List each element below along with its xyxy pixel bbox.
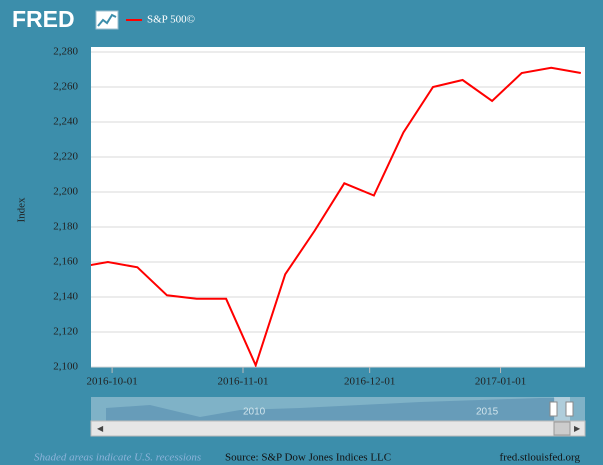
line-series bbox=[91, 66, 581, 367]
x-tick-label: 2017-01-01 bbox=[475, 376, 526, 388]
y-tick-label: 2,160 bbox=[53, 256, 78, 268]
svg-text:▶: ▶ bbox=[574, 424, 581, 433]
navigator-label: 2015 bbox=[476, 407, 499, 418]
y-tick-label: 2,100 bbox=[53, 361, 78, 373]
x-tick-label: 2016-12-01 bbox=[344, 376, 395, 388]
x-tick-label: 2016-10-01 bbox=[86, 376, 137, 388]
plot-area bbox=[91, 47, 585, 367]
y-tick-label: 2,180 bbox=[53, 221, 78, 233]
y-tick-label: 2,200 bbox=[53, 186, 78, 198]
url: fred.stlouisfed.org bbox=[500, 452, 581, 464]
navigator-label: 2010 bbox=[243, 407, 266, 418]
y-tick-label: 2,140 bbox=[53, 291, 78, 303]
y-tick-label: 2,240 bbox=[53, 116, 78, 128]
y-tick-label: 2,120 bbox=[53, 326, 78, 338]
logo: FRED bbox=[12, 6, 75, 32]
svg-text:◀: ◀ bbox=[97, 424, 104, 433]
y-tick-label: 2,220 bbox=[53, 151, 78, 163]
logo-icon bbox=[95, 10, 119, 30]
y-tick-label: 2,280 bbox=[53, 46, 78, 58]
navigator: ◀ ▶ bbox=[90, 397, 586, 437]
x-tick-label: 2016-11-01 bbox=[218, 376, 269, 388]
y-tick-label: 2,260 bbox=[53, 81, 78, 93]
recession-note: Shaded areas indicate U.S. recessions bbox=[34, 452, 201, 464]
source: Source: S&P Dow Jones Indices LLC bbox=[225, 452, 391, 464]
legend-label: S&P 500© bbox=[147, 14, 195, 26]
y-axis-label: Index bbox=[16, 197, 28, 223]
